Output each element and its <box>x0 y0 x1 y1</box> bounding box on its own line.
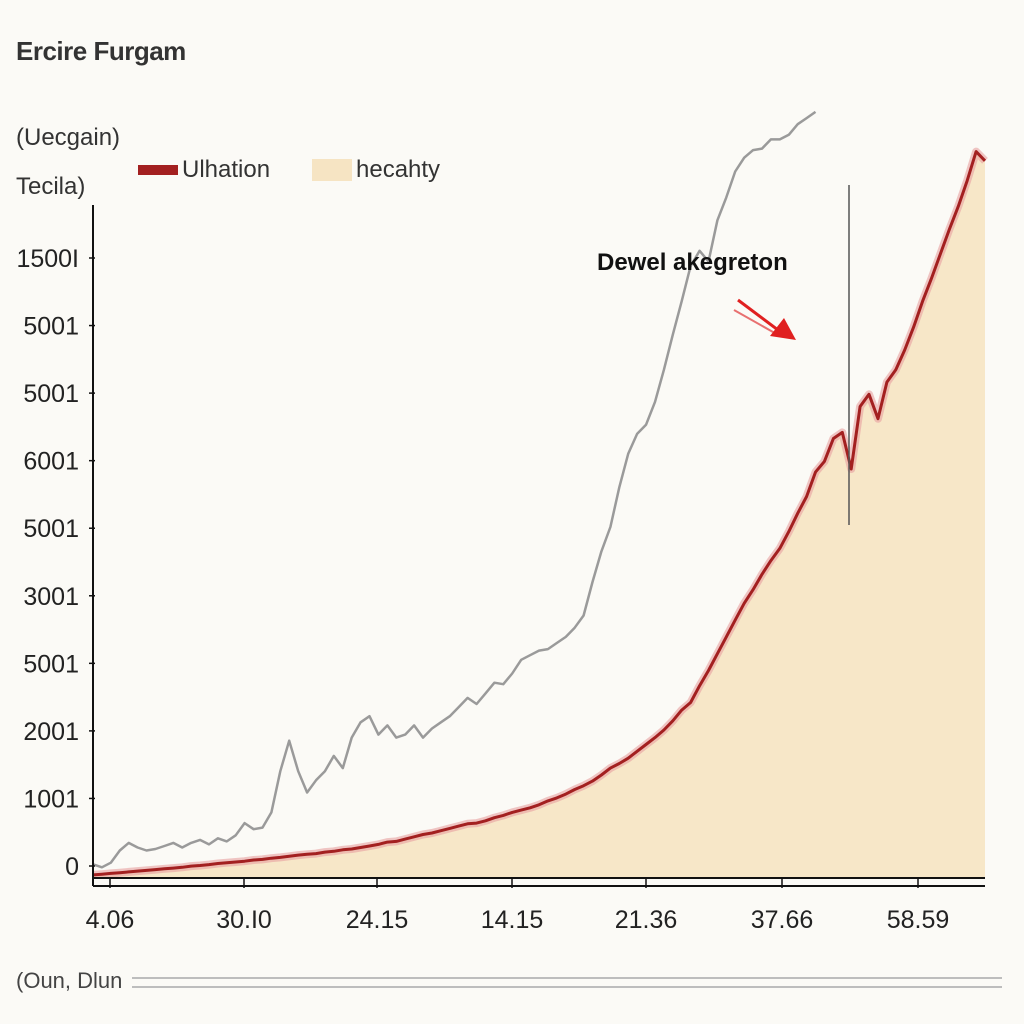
y-tick-label: 0 <box>65 853 79 881</box>
annotation-arrow-shaft <box>737 298 783 335</box>
y-axis-label: (Uecgain) <box>16 124 121 151</box>
x-tick-label: 14.15 <box>481 906 544 934</box>
x-tick-label: 30.I0 <box>216 906 272 934</box>
y-tick-label: 5001 <box>23 650 79 678</box>
y-tick-label: 5001 <box>23 313 79 341</box>
x-tick-label: 21.36 <box>615 906 678 934</box>
y-tick-label: 5001 <box>23 380 79 408</box>
x-tick-label: 58.59 <box>887 906 950 934</box>
legend-item-ulhation: Ulhation <box>138 156 270 184</box>
y-tick-label: 6001 <box>23 448 79 476</box>
series-line-ulhation <box>92 150 987 877</box>
annotation-arrowhead <box>770 318 796 340</box>
y-tick-label: 5001 <box>23 515 79 543</box>
legend-swatch-hecahty <box>312 159 352 181</box>
annotation-arrow-shaft-2 <box>733 309 781 337</box>
legend-swatch-ulhation <box>138 165 178 175</box>
x-tick-label: 4.06 <box>86 906 135 934</box>
y-tick-label: 2001 <box>23 718 79 746</box>
legend-label-ulhation: Ulhation <box>182 156 271 183</box>
y-tick-label: 1500I <box>16 245 79 273</box>
y-tick-label: 3001 <box>23 583 79 611</box>
footer-rule-2 <box>132 986 1002 988</box>
chart-title: Ercire Furgam <box>16 36 186 66</box>
legend-item-hecahty: hecahty <box>312 156 440 184</box>
area-fill <box>93 151 985 879</box>
x-axis-label: (Oun, Dlun <box>16 968 123 993</box>
y-tick-label: 1001 <box>23 785 79 813</box>
annotation-label: Dewel akegreton <box>597 249 788 276</box>
x-tick-label: 37.66 <box>751 906 814 934</box>
y-axis-label-line2: Tecila) <box>16 173 86 200</box>
x-tick-label: 24.15 <box>346 906 409 934</box>
series-line-grey <box>92 110 817 869</box>
legend-label-hecahty: hecahty <box>356 156 441 183</box>
footer-rule <box>132 977 1002 979</box>
